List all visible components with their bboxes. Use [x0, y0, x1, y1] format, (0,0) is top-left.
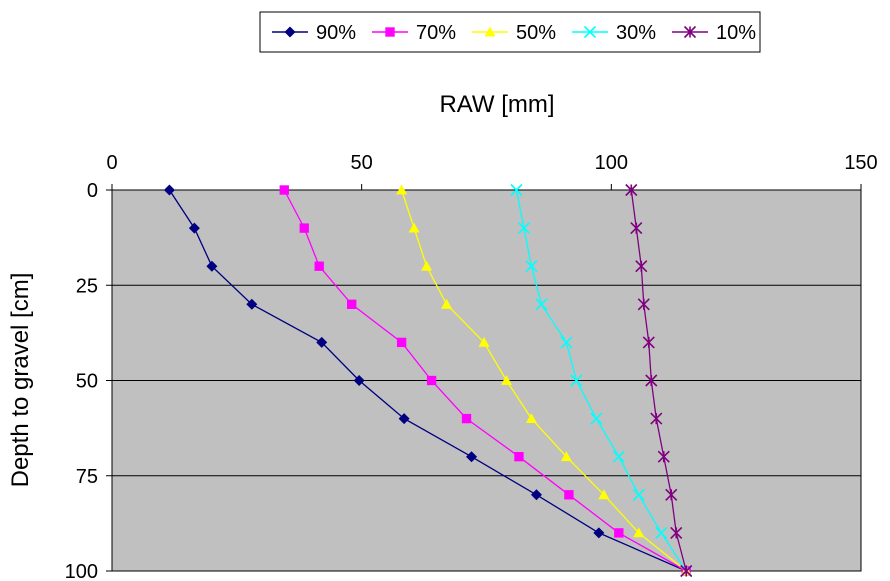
data-point [650, 412, 663, 425]
data-point [632, 488, 645, 501]
data-point [633, 527, 645, 538]
data-point [645, 374, 658, 387]
legend-item: 90% [272, 22, 356, 44]
grid [112, 284, 861, 477]
data-point [314, 261, 324, 271]
series-30-pct [510, 183, 693, 578]
x-tick-label: 0 [106, 152, 117, 174]
data-point [680, 564, 693, 578]
legend-label: 90% [316, 22, 356, 44]
y-axis-title: Depth to gravel [cm] [7, 273, 34, 488]
data-point [461, 413, 472, 424]
y-tick-label: 100 [65, 561, 98, 581]
data-point [478, 336, 490, 347]
data-point [564, 490, 574, 500]
data-point [353, 375, 365, 386]
data-point [246, 298, 258, 310]
y-tick-label: 50 [76, 371, 98, 393]
legend-label: 70% [416, 22, 456, 44]
data-point [637, 298, 650, 311]
data-point [500, 375, 512, 385]
data-point [535, 298, 548, 311]
series-layer [163, 183, 693, 578]
legend-label: 10% [716, 22, 756, 44]
data-point [517, 222, 531, 235]
data-point [347, 299, 357, 309]
data-point [635, 260, 648, 273]
legend-item: 30% [572, 22, 656, 44]
data-point [525, 260, 538, 273]
data-point [655, 526, 668, 539]
data-point [590, 412, 603, 425]
series-10-pct [625, 183, 693, 578]
data-point [614, 528, 624, 538]
series-50-pct [396, 184, 692, 576]
data-point [593, 527, 605, 539]
data-point [408, 222, 420, 233]
data-point [642, 336, 655, 349]
data-point [612, 450, 625, 463]
data-point [583, 25, 597, 39]
x-axis-title: RAW [mm] [439, 91, 554, 118]
legend-label: 30% [616, 22, 656, 44]
ticks: 0 25 50 75 100 0 50 100 150 [65, 152, 878, 581]
data-point [466, 451, 478, 463]
data-point [163, 184, 175, 196]
data-point [284, 26, 296, 38]
data-point [560, 451, 572, 462]
data-point [398, 413, 410, 425]
data-point [385, 27, 395, 37]
legend-label: 50% [516, 22, 556, 44]
y-tick-label: 25 [76, 275, 98, 297]
legend-item: 50% [472, 22, 556, 44]
legend-item: 10% [672, 22, 756, 44]
data-point [188, 222, 200, 234]
legend: 90% 70% 50% 30% 10% [259, 11, 761, 53]
data-point [396, 184, 408, 195]
data-point [683, 25, 697, 39]
data-point [560, 336, 573, 349]
data-point [484, 26, 496, 37]
data-point [630, 222, 643, 235]
data-point [657, 450, 670, 463]
data-point [670, 526, 683, 539]
data-point [299, 223, 309, 233]
data-point [426, 375, 437, 386]
data-point [525, 413, 537, 423]
y-tick-label: 0 [87, 180, 98, 202]
x-tick-label: 150 [844, 152, 877, 174]
x-tick-label: 100 [595, 152, 628, 174]
data-point [665, 488, 678, 501]
data-point [514, 452, 524, 462]
data-point [279, 185, 289, 195]
data-point [530, 489, 542, 501]
y-tick-label: 75 [76, 466, 98, 488]
data-point [625, 183, 638, 197]
data-point [396, 337, 407, 348]
data-point [316, 336, 328, 348]
data-point [421, 260, 433, 271]
data-point [441, 298, 453, 309]
data-point [510, 183, 523, 197]
legend-item: 70% [372, 22, 456, 44]
data-point [598, 489, 610, 500]
data-point [206, 260, 218, 272]
x-tick-label: 50 [351, 152, 373, 174]
data-point [570, 374, 583, 387]
